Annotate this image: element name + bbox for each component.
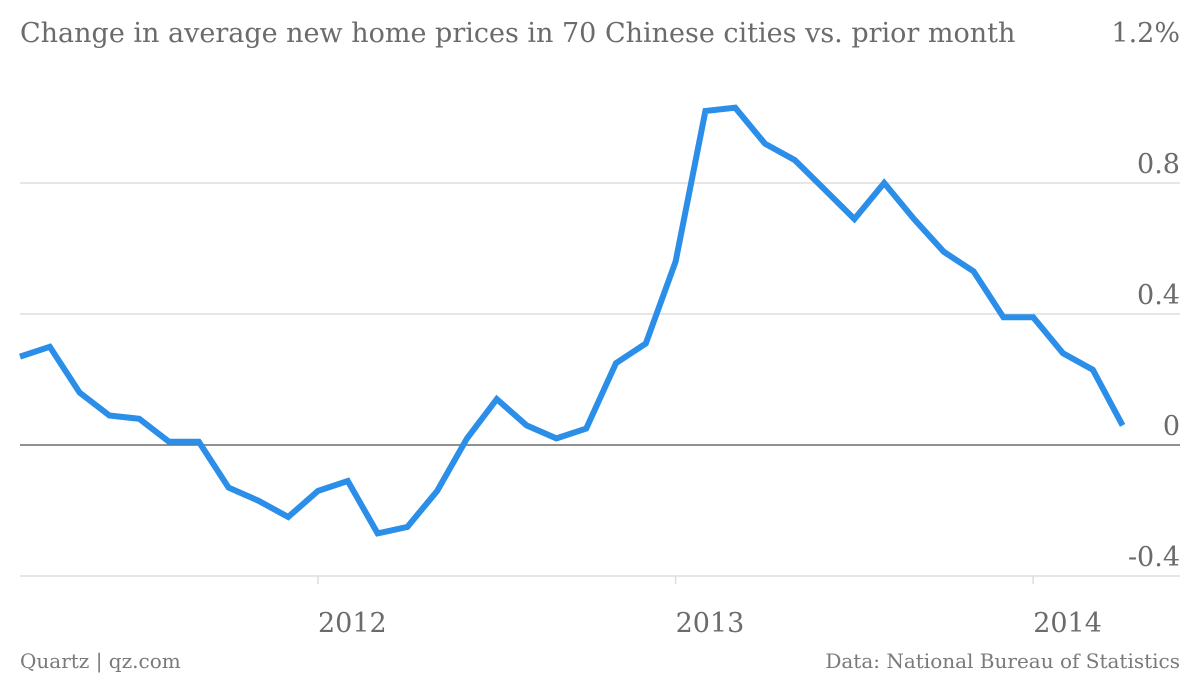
y-axis-ticks: 1.2% 0.8 0.4 0 -0.4 <box>1111 18 1180 573</box>
chart-title: Change in average new home prices in 70 … <box>20 18 1015 49</box>
y-tick-label: 0.8 <box>1137 149 1180 180</box>
x-tick-label: 2013 <box>676 608 745 639</box>
y-tick-label: 0.4 <box>1137 280 1180 311</box>
series-layer <box>19 104 1126 537</box>
footer-source-right: Data: National Bureau of Statistics <box>825 649 1180 673</box>
footer-source-left: Quartz | qz.com <box>20 649 181 674</box>
gridlines <box>20 182 1180 577</box>
y-tick-label: 1.2% <box>1111 18 1180 49</box>
y-tick-label: -0.4 <box>1128 542 1180 573</box>
y-tick-label: 0 <box>1163 411 1180 442</box>
x-tick-label: 2014 <box>1033 608 1102 639</box>
x-axis-ticks: 2012 2013 2014 <box>317 576 1102 639</box>
x-tick-label: 2012 <box>318 608 387 639</box>
series-line <box>19 104 1126 537</box>
